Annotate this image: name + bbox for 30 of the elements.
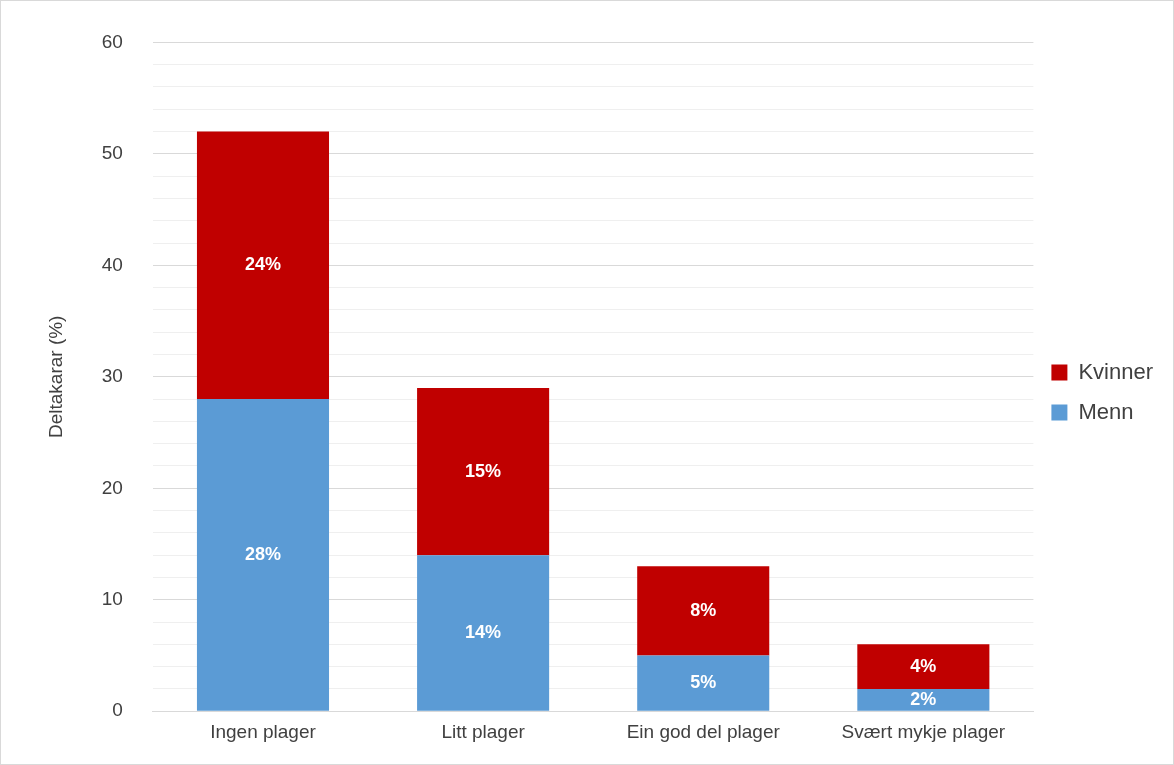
data-label: 15% <box>465 460 502 481</box>
x-tick-label: Svært mykje plager <box>841 720 1006 742</box>
y-tick-label: 40 <box>101 253 123 275</box>
bar <box>637 566 770 656</box>
legend-label: Kvinner <box>1078 358 1153 384</box>
bar <box>417 555 550 711</box>
data-label: 14% <box>465 621 502 642</box>
data-label: 8% <box>690 599 717 620</box>
x-tick-label: Litt plager <box>441 720 526 742</box>
y-tick-label: 50 <box>101 142 123 164</box>
bar <box>196 131 330 400</box>
data-label: 2% <box>910 688 937 709</box>
x-tick-label: Ein god del plager <box>626 720 781 742</box>
y-tick-label: 20 <box>101 476 123 498</box>
bar <box>857 644 990 689</box>
y-tick-label: 30 <box>101 365 123 387</box>
x-tick-label: Ingen plager <box>210 720 317 742</box>
y-tick-label: 60 <box>101 30 123 52</box>
data-label: 5% <box>690 672 717 693</box>
data-label: 24% <box>244 254 282 275</box>
data-label: 4% <box>910 655 937 676</box>
bar <box>196 399 330 711</box>
y-tick-label: 10 <box>101 587 123 609</box>
bar <box>637 655 770 711</box>
bar <box>857 688 990 711</box>
y-axis-title: Deltakarar (%) <box>44 315 66 439</box>
bar <box>417 387 550 556</box>
y-tick-label: 0 <box>112 699 123 721</box>
data-label: 28% <box>244 543 282 564</box>
legend-label: Menn <box>1078 398 1134 424</box>
